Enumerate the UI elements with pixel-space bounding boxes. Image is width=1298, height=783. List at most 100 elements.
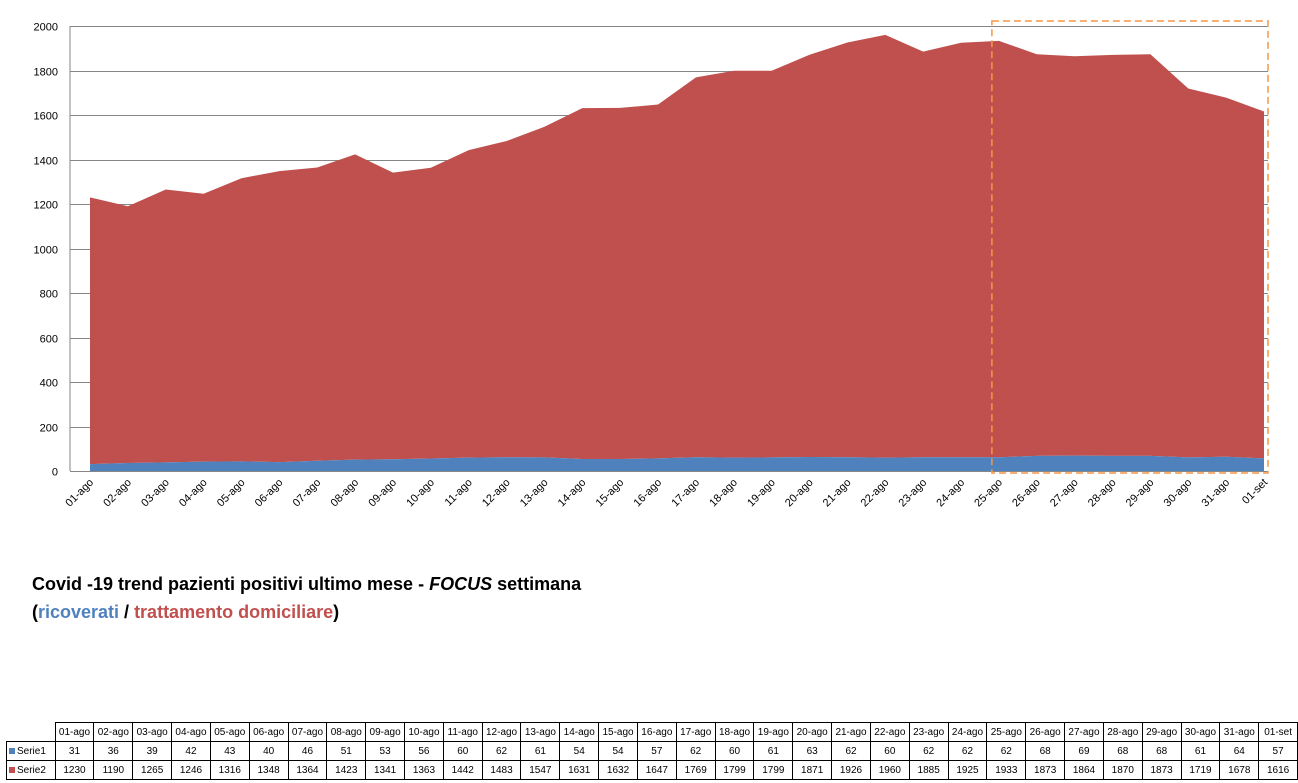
x-tick-label: 26-ago <box>1010 477 1043 510</box>
x-tick-label: 08-ago <box>329 477 362 510</box>
table-header-cell: 20-ago <box>792 722 833 742</box>
table-header-cell: 31-ago <box>1219 722 1260 742</box>
x-tick-label: 06-ago <box>253 477 286 510</box>
x-tick-label: 28-ago <box>1086 477 1119 510</box>
caption-focus: FOCUS <box>429 574 493 594</box>
table-cell: 68 <box>1102 741 1143 761</box>
y-tick-label: 600 <box>40 334 58 346</box>
table-row: Serie1 31 36 39 42 43 40 46 51 53 56 60 62 61 54 54 57 62… <box>6 741 1298 761</box>
table-header-cell: 05-ago <box>209 722 250 742</box>
table-cell: 43 <box>209 741 250 761</box>
table-cell: 57 <box>636 741 677 761</box>
table-cell: 56 <box>404 741 444 761</box>
x-tick-label: 05-ago <box>215 477 248 510</box>
table-cell: 61 <box>753 741 794 761</box>
table-header-cell: 13-ago <box>520 722 561 742</box>
table-header-cell: 21-ago <box>831 722 871 742</box>
table-cell: 1885 <box>908 760 949 780</box>
table-header-cell: 16-ago <box>636 722 677 742</box>
table-header-cell: 29-ago <box>1141 722 1182 742</box>
table-header-cell: 09-ago <box>365 722 406 742</box>
table-cell: 53 <box>365 741 406 761</box>
x-tick-label: 17-ago <box>669 477 702 510</box>
table-cell: 1632 <box>598 760 638 780</box>
table-cell: 1864 <box>1064 760 1104 780</box>
table-cell: 60 <box>714 741 755 761</box>
x-tick-label: 20-ago <box>783 477 816 510</box>
x-tick-label: 18-ago <box>707 477 740 510</box>
y-tick-label: 800 <box>40 289 58 301</box>
y-tick-label: 400 <box>40 378 58 390</box>
x-tick-label: 30-ago <box>1162 477 1195 510</box>
table-header-cell: 02-ago <box>93 722 134 742</box>
table-header-cell: 28-ago <box>1102 722 1143 742</box>
table-cell: 61 <box>520 741 561 761</box>
table-header-row: 01-ago 02-ago 03-ago 04-ago 05-ago 06-ago 07-a… <box>7 722 1298 742</box>
table-cell: 1647 <box>636 760 677 780</box>
table-cell: 54 <box>598 741 638 761</box>
table-cell: 1926 <box>831 760 871 780</box>
table-header-cell: 18-ago <box>714 722 755 742</box>
table-cell: 1631 <box>559 760 600 780</box>
table-cell: 1341 <box>365 760 406 780</box>
table-cell: 1871 <box>792 760 833 780</box>
table-header-cell: 11-ago <box>442 722 483 742</box>
table-header-cell: 14-ago <box>559 722 600 742</box>
x-tick-label: 09-ago <box>366 477 399 510</box>
table-cell: 1799 <box>753 760 794 780</box>
x-tick-label: 15-ago <box>594 477 627 510</box>
table-cell: 1799 <box>714 760 755 780</box>
table-cell: 1265 <box>132 760 173 780</box>
x-tick-label: 01-ago <box>63 477 96 510</box>
table-cell: 60 <box>442 741 483 761</box>
caption-paren-open: ( <box>32 602 38 622</box>
area-serie2 <box>90 34 1264 465</box>
table-series-label: Serie2 <box>6 760 56 780</box>
table-cell: 63 <box>792 741 833 761</box>
table-header-cell: 01-ago <box>54 722 95 742</box>
focus-box <box>991 20 1269 474</box>
table-header-cell: 24-ago <box>947 722 988 742</box>
table-cell: 62 <box>947 741 988 761</box>
table-header-cell: 19-ago <box>753 722 794 742</box>
x-tick-label: 24-ago <box>934 477 967 510</box>
y-tick-label: 2000 <box>34 22 58 34</box>
table-cell: 1933 <box>986 760 1027 780</box>
table-series-label: Serie1 <box>6 741 56 761</box>
table-cell: 62 <box>831 741 871 761</box>
table-header-cell: 30-ago <box>1180 722 1221 742</box>
x-tick-label: 13-ago <box>518 477 551 510</box>
caption-prefix: Covid -19 trend pazienti positivi ultimo… <box>32 574 430 594</box>
caption-trattamento: trattamento <box>134 602 234 622</box>
table-cell: 60 <box>869 741 910 761</box>
x-tick-label: 23-ago <box>897 477 930 510</box>
x-tick-label: 12-ago <box>480 477 513 510</box>
y-tick-label: 1400 <box>34 156 58 168</box>
legend-key <box>9 747 15 754</box>
table-header-cell: 26-ago <box>1025 722 1066 742</box>
x-tick-label: 03-ago <box>139 477 172 510</box>
table-cell: 46 <box>287 741 328 761</box>
x-tick-label: 27-ago <box>1048 477 1081 510</box>
y-tick-label: 1600 <box>34 111 58 123</box>
table-header-cell: 23-ago <box>908 722 949 742</box>
caption-slash: / <box>119 602 135 622</box>
y-tick-label: 0 <box>52 467 58 479</box>
table-cell: 1190 <box>93 760 134 780</box>
y-tick-label: 1200 <box>34 200 58 212</box>
x-tick-label: 07-ago <box>291 477 324 510</box>
table-header-cell: 17-ago <box>675 722 716 742</box>
table-cell: 40 <box>248 741 289 761</box>
x-tick-label: 14-ago <box>556 477 589 510</box>
table-cell: 1423 <box>326 760 367 780</box>
table-header-cell: 01-set <box>1258 722 1298 742</box>
data-table: 01-ago 02-ago 03-ago 04-ago 05-ago 06-ago 07-a… <box>6 722 1298 780</box>
table-cell: 1769 <box>675 760 716 780</box>
table-cell: 1442 <box>442 760 483 780</box>
table-cell: 1364 <box>287 760 328 780</box>
table-cell: 62 <box>675 741 716 761</box>
table-cell: 62 <box>481 741 522 761</box>
table-cell: 1873 <box>1025 760 1066 780</box>
table-corner <box>7 723 56 742</box>
table-cell: 1616 <box>1258 760 1298 780</box>
